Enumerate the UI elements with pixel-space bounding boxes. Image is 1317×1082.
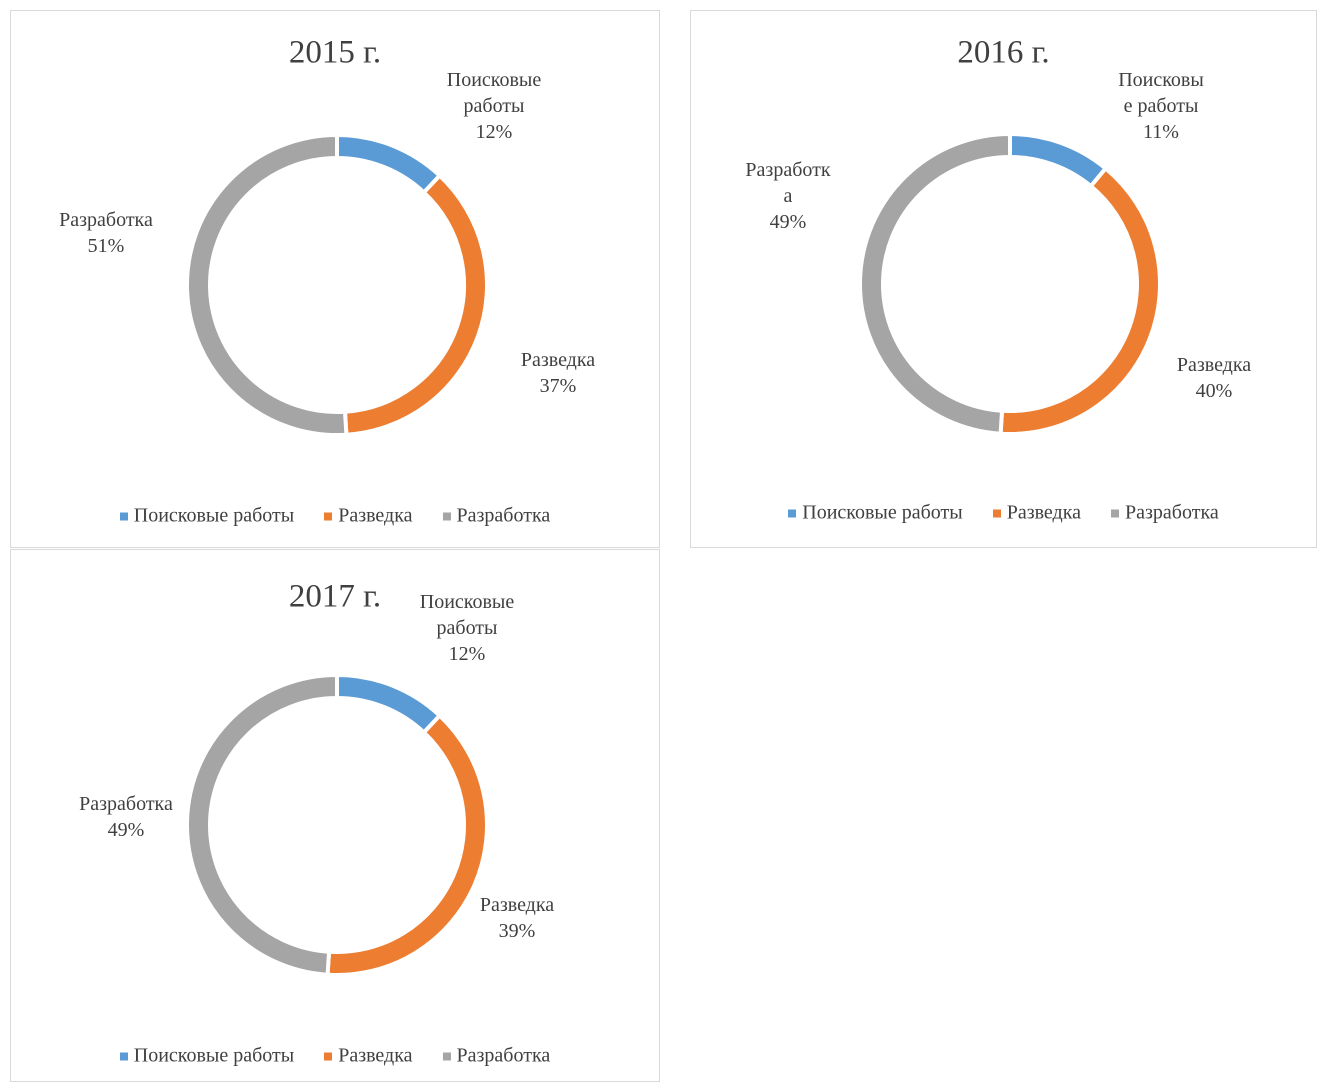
legend-label: Разработка [456, 1044, 551, 1067]
legend-label: Разведка [338, 1044, 413, 1067]
data-label-value: 49% [769, 211, 807, 233]
slice [858, 131, 1012, 436]
legend-label: Поисковые работы [133, 1044, 295, 1067]
legend-item: Поисковые работы [788, 501, 963, 525]
data-label: Разработка 49% [61, 791, 191, 843]
slice [185, 132, 349, 437]
legend-item: Разведка [324, 504, 413, 528]
legend-label: Разведка [1006, 501, 1082, 524]
chart-panel: Поисковые работы 11% Разведка 40% Разработка… [690, 10, 1317, 548]
data-label-category: Разведка [1176, 354, 1252, 376]
legend: Поисковые работы Разведка Разработка [11, 505, 659, 528]
legend-item: Поисковые работы [119, 1044, 295, 1068]
slice [998, 165, 1162, 436]
donut [858, 131, 1162, 436]
chart-title: 2015 г. [288, 34, 382, 71]
legend-swatch [324, 1052, 333, 1060]
data-label: Поисковые работы 11% [1115, 67, 1207, 145]
legend-swatch [442, 1052, 451, 1060]
data-label-category: Поисковые работы [419, 591, 515, 639]
slice [185, 672, 339, 977]
data-label-value: 39% [498, 920, 536, 942]
data-label-category: Разведка [479, 894, 555, 916]
data-label-value: 40% [1195, 380, 1233, 402]
chart-panel: Поисковые работы 12% Разведка 37% Разработка… [10, 10, 660, 548]
legend-label: Разведка [338, 504, 413, 527]
legend-swatch [324, 512, 333, 520]
legend-item: Разработка [442, 504, 551, 528]
legend-swatch [992, 509, 1001, 517]
donut [185, 672, 489, 977]
legend-item: Поисковые работы [119, 504, 295, 528]
data-label-value: 11% [1143, 121, 1179, 143]
legend-swatch [119, 512, 128, 520]
data-label-category: Разработка [745, 159, 831, 207]
slice [1008, 131, 1109, 189]
data-label: Поисковые работы 12% [429, 67, 559, 145]
legend-label: Поисковые работы [802, 501, 963, 524]
data-label: Разработка 51% [41, 207, 171, 259]
slice [342, 172, 489, 437]
data-label-value: 12% [448, 643, 486, 665]
data-label-category: Поисковые работы [446, 69, 542, 117]
legend-swatch [442, 512, 451, 520]
data-label-category: Разработка [79, 793, 173, 815]
legend-label: Разработка [1125, 501, 1219, 524]
legend-item: Разработка [1111, 502, 1219, 525]
data-label: Разведка 40% [1168, 352, 1260, 404]
legend-item: Разведка [324, 1044, 413, 1068]
chart-title: 2017 г. [288, 578, 382, 615]
data-label-value: 49% [107, 819, 145, 841]
legend-swatch [788, 509, 797, 517]
donut [185, 132, 489, 437]
slice [335, 132, 443, 196]
legend: Поисковые работы Разведка Разработка [11, 1045, 659, 1068]
slice [335, 672, 443, 736]
chart-panel: Поисковые работы 12% Разведка 39% Разработка… [10, 549, 660, 1082]
data-label-category: Разработка [59, 209, 153, 231]
data-label: Разведка 37% [493, 347, 623, 399]
legend-item: Разработка [442, 1044, 551, 1068]
data-label-category: Поисковые работы [1118, 69, 1204, 117]
legend-label: Разработка [456, 504, 551, 527]
legend-item: Разведка [992, 501, 1082, 525]
data-label: Поисковые работы 12% [402, 589, 532, 667]
legend: Поисковые работы Разведка Разработка [691, 502, 1316, 525]
data-label-value: 12% [475, 121, 513, 143]
legend-swatch [1111, 509, 1120, 517]
data-label-value: 51% [87, 235, 125, 257]
data-label: Разработка 49% [742, 157, 834, 235]
legend-label: Поисковые работы [133, 504, 295, 527]
data-label: Разведка 39% [452, 892, 582, 944]
data-label-value: 37% [539, 375, 577, 397]
chart-title: 2016 г. [957, 34, 1050, 71]
data-label-category: Разведка [520, 349, 596, 371]
legend-swatch [119, 1052, 128, 1060]
